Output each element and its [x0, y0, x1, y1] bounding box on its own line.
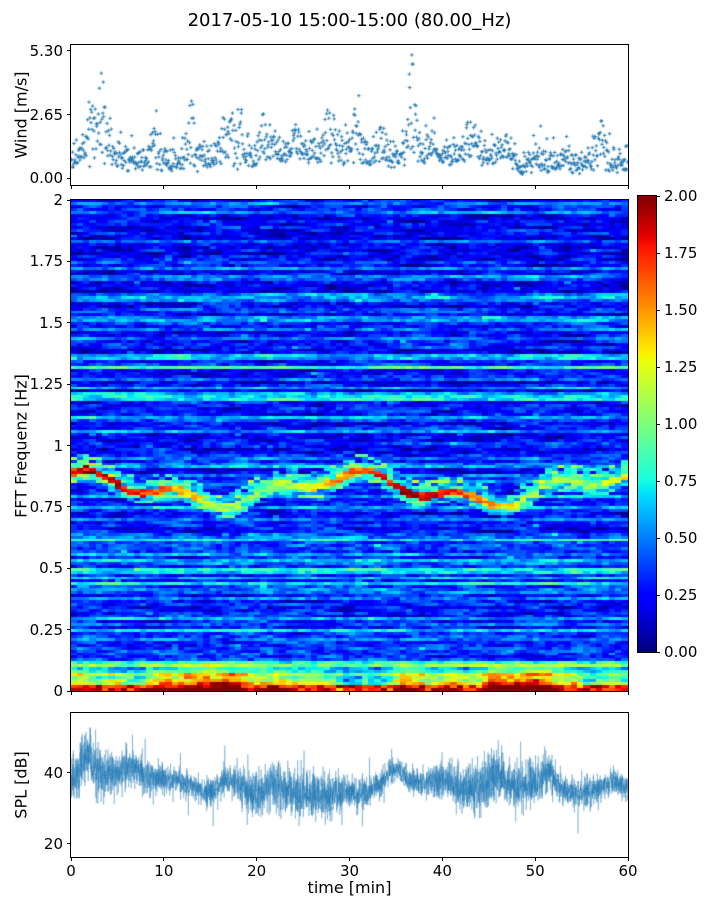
x-tick-mark: [441, 857, 443, 861]
fft-y-tick-mark: [67, 629, 71, 631]
colorbar-tick-mark: [656, 480, 660, 482]
colorbar-tick-label: 1.75: [664, 244, 698, 262]
fft-y-tick-label: 2: [53, 191, 63, 209]
fft-y-tick-mark: [67, 383, 71, 385]
x-tick-label: 10: [154, 862, 174, 880]
fft-y-tick-mark: [67, 445, 71, 446]
fft-y-tick-mark: [67, 260, 71, 262]
x-tick-mark: [70, 185, 72, 189]
x-tick-label: 0: [66, 862, 76, 880]
spl-y-tick-mark: [67, 843, 71, 845]
wind-y-tick-label: 5.30: [29, 41, 63, 60]
x-tick-mark: [163, 857, 165, 861]
x-tick-mark: [163, 185, 165, 189]
colorbar-tick-label: 1.00: [664, 415, 698, 433]
x-tick-mark: [534, 857, 536, 861]
colorbar-tick-mark: [656, 423, 660, 425]
x-tick-mark: [70, 691, 72, 695]
x-tick-label: 40: [432, 862, 452, 880]
x-tick-mark: [627, 185, 629, 189]
x-tick-mark: [349, 857, 350, 861]
x-tick-label: 50: [525, 862, 545, 880]
x-axis-label: time [min]: [307, 878, 392, 897]
fft-y-tick-label: 1.75: [29, 252, 63, 271]
x-tick-mark: [627, 857, 629, 861]
x-tick-mark: [256, 691, 258, 695]
x-tick-mark: [534, 185, 536, 189]
colorbar-tick-mark: [656, 651, 660, 653]
wind-y-tick-mark: [67, 177, 71, 179]
fft-y-tick-label: 0.75: [29, 497, 63, 516]
colorbar-tick-mark: [656, 195, 660, 197]
fft-y-tick-mark: [67, 506, 71, 508]
colorbar-tick-label: 0.50: [664, 529, 698, 547]
wind-y-axis-label: Wind [m/s]: [11, 71, 31, 159]
x-tick-label: 60: [618, 862, 638, 880]
wind-scatter-plot: [71, 45, 628, 185]
x-tick-mark: [163, 691, 165, 695]
x-tick-mark: [349, 185, 350, 189]
fft-spectrogram-heatmap: [71, 200, 628, 691]
fft-y-tick-label: 0: [53, 682, 63, 700]
colorbar-tick-mark: [656, 252, 660, 254]
spl-line-plot: [71, 713, 628, 857]
fft-y-tick-label: 1: [53, 436, 63, 455]
spl-y-tick-label: 20: [43, 834, 63, 853]
fft-y-tick-mark: [67, 690, 71, 692]
colorbar-tick-mark: [656, 366, 660, 368]
fft-y-tick-label: 1.25: [29, 375, 63, 394]
x-tick-label: 20: [247, 862, 267, 880]
colorbar-tick-mark: [656, 537, 660, 539]
colorbar-tick-mark: [656, 309, 660, 311]
fft-y-tick-mark: [67, 567, 71, 569]
wind-y-tick-label: 0.00: [29, 169, 63, 188]
wind-y-tick-label: 2.65: [29, 105, 63, 124]
colorbar-tick-mark: [656, 594, 660, 596]
colorbar-gradient: [638, 196, 656, 652]
fft-y-tick-mark: [67, 199, 71, 201]
colorbar-tick-label: 0.25: [664, 586, 698, 604]
x-tick-mark: [256, 857, 258, 861]
x-tick-mark: [256, 185, 258, 189]
colorbar-tick-label: 0.75: [664, 472, 698, 490]
colorbar-tick-label: 2.00: [664, 187, 698, 205]
colorbar-tick-label: 1.50: [664, 301, 698, 319]
spl-y-tick-mark: [67, 772, 71, 774]
figure-title: 2017-05-10 15:00-15:00 (80.00_Hz): [187, 10, 512, 31]
x-tick-mark: [627, 691, 629, 695]
x-tick-mark: [441, 691, 443, 695]
wind-y-tick-mark: [67, 50, 71, 52]
colorbar-tick-label: 1.25: [664, 358, 698, 376]
fft-y-axis-label: FFT Frequenz [Hz]: [11, 374, 31, 518]
spl-y-tick-label: 40: [43, 763, 63, 782]
fft-y-tick-mark: [67, 322, 71, 324]
x-tick-mark: [349, 691, 350, 695]
colorbar-tick-label: 0.00: [664, 643, 698, 661]
x-tick-mark: [534, 691, 536, 695]
fft-y-tick-label: 0.25: [29, 620, 63, 639]
fft-y-tick-label: 1.5: [39, 313, 63, 332]
wind-y-tick-mark: [67, 114, 71, 116]
x-tick-label: 30: [339, 862, 360, 880]
x-tick-mark: [441, 185, 443, 189]
spl-y-axis-label: SPL [dB]: [11, 751, 31, 819]
fft-y-tick-label: 0.5: [39, 559, 63, 578]
x-tick-mark: [70, 857, 72, 861]
